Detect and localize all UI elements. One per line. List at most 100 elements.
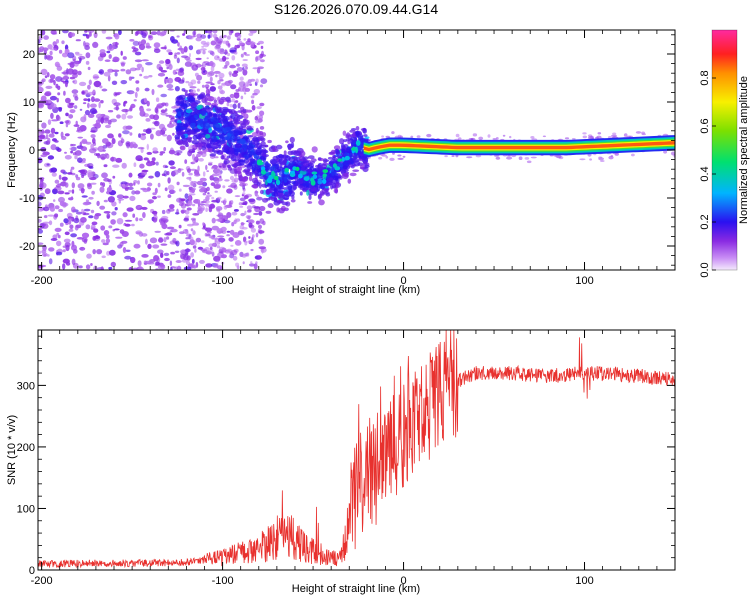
spectrogram-cell: [103, 120, 109, 124]
spectrogram-cell: [147, 199, 154, 204]
spectrogram-cell: [201, 139, 207, 145]
spectrogram-cell: [91, 190, 95, 195]
spectrogram-cell: [211, 166, 214, 170]
spectrogram-cell: [128, 266, 133, 270]
spectrogram-cell: [236, 63, 240, 67]
spectrogram-cell: [129, 132, 133, 136]
spectrogram-cell: [251, 234, 255, 238]
spectrogram-cell: [253, 88, 260, 95]
spectrogram-peak: [257, 161, 262, 166]
spectrogram-cell: [41, 122, 47, 129]
spectrogram-cell: [56, 232, 60, 236]
spectrogram-cell: [136, 63, 143, 69]
spectrogram-cell: [50, 167, 58, 173]
spectrogram-cell: [598, 156, 603, 159]
spectrogram-cell: [113, 107, 120, 110]
spectrogram-cell: [289, 136, 295, 143]
spectrogram-cell: [116, 194, 124, 199]
spectrogram-cell: [335, 148, 340, 155]
spectrogram-cell: [78, 265, 83, 269]
spectrogram-cell: [159, 151, 166, 154]
spectrogram-cell: [51, 172, 57, 177]
spectrogram-cell: [210, 182, 216, 187]
spectrogram-cell: [205, 71, 210, 75]
spectrogram-cell: [248, 239, 255, 243]
spectrogram-cell: [278, 172, 283, 176]
spectrogram-cell: [172, 69, 177, 75]
spectrogram-cell: [166, 66, 169, 70]
spectrogram-cell: [159, 153, 163, 156]
snr-ylabel: SNR (10 * v/v): [6, 415, 18, 485]
spectrogram-cell: [146, 151, 153, 155]
spectrogram-cell: [87, 102, 90, 109]
spectrogram-cell: [202, 222, 205, 226]
spectrogram-cell: [221, 84, 226, 87]
spectrogram-cell: [237, 230, 243, 236]
spectrogram-cell: [132, 40, 140, 46]
spectrogram-cell: [89, 31, 92, 37]
spectrogram-cell: [214, 106, 222, 113]
colorbar: 0.0 0.2 0.4 0.6 0.8 Normalized spectral ampl…: [699, 29, 750, 278]
spectrogram-cell: [245, 66, 248, 70]
spectrogram-cell: [62, 258, 70, 264]
spectrogram-cell: [204, 203, 210, 207]
spectrogram-cell: [138, 176, 144, 179]
spectrogram-cell: [177, 168, 182, 173]
spectrogram-cell: [169, 189, 176, 194]
spectrogram-cell: [222, 55, 227, 62]
spectrogram-cell: [317, 178, 323, 185]
spectrogram-cell: [299, 191, 303, 196]
spectrogram-cell: [208, 235, 214, 239]
spectrogram-peak: [310, 179, 316, 186]
spectrogram-cell: [38, 228, 42, 230]
spectrogram-cell: [112, 164, 120, 168]
spectrogram-cell: [211, 136, 218, 143]
spectrogram-cell: [290, 150, 298, 155]
spectrogram-cell: [226, 234, 230, 237]
spectrogram-cell: [47, 214, 55, 217]
spectrogram-cell: [229, 73, 232, 77]
spectrogram-cell: [152, 147, 158, 153]
spectrogram-cell: [133, 243, 141, 249]
spectrogram-cell: [105, 234, 110, 239]
spectrogram-cell: [239, 197, 246, 202]
spectrogram-cell: [103, 177, 110, 182]
spectrogram-cell: [236, 67, 243, 72]
spectrogram-cell: [308, 155, 315, 160]
spectrogram-cell: [189, 236, 194, 241]
spectrogram-cell: [40, 223, 47, 227]
spectrogram-cell: [244, 252, 249, 257]
spectrogram-cell: [487, 134, 491, 138]
spectrogram-peak: [284, 167, 289, 173]
spectrogram-cell: [311, 146, 318, 153]
spectrogram-peak: [355, 140, 361, 146]
spectrogram-cell: [124, 255, 132, 260]
spectrogram-cell: [50, 127, 56, 134]
spectrogram-cell: [211, 97, 217, 100]
spectrogram-cell: [246, 205, 253, 210]
spectrogram-cell: [56, 251, 63, 256]
spectrogram-cell: [204, 84, 210, 89]
spectrogram-cell: [70, 196, 74, 201]
spectrogram-cell: [247, 38, 251, 43]
spectrogram-cell: [61, 71, 68, 75]
spectrogram-cell: [151, 88, 155, 96]
spectrogram-cell: [236, 33, 242, 39]
spectrogram-cell: [229, 129, 234, 135]
spectrogram-cell: [205, 81, 213, 84]
spectrogram-cell: [198, 207, 205, 211]
spectrogram-cell: [145, 128, 152, 134]
spectrogram-cell: [152, 192, 157, 196]
spectrogram-cell: [126, 142, 131, 149]
spectrogram-cell: [254, 191, 259, 194]
spectrogram-cell: [145, 238, 148, 245]
spectrogram-ylabel: Frequency (Hz): [6, 112, 18, 188]
y-tick-label: 200: [17, 442, 35, 454]
spectrogram-cell: [88, 215, 94, 219]
spectrogram-cell: [246, 209, 252, 213]
spectrogram-cell: [90, 182, 97, 185]
y-tick-label: 0: [29, 565, 35, 577]
spectrogram-cell: [54, 205, 60, 210]
spectrogram-cell: [75, 39, 81, 42]
